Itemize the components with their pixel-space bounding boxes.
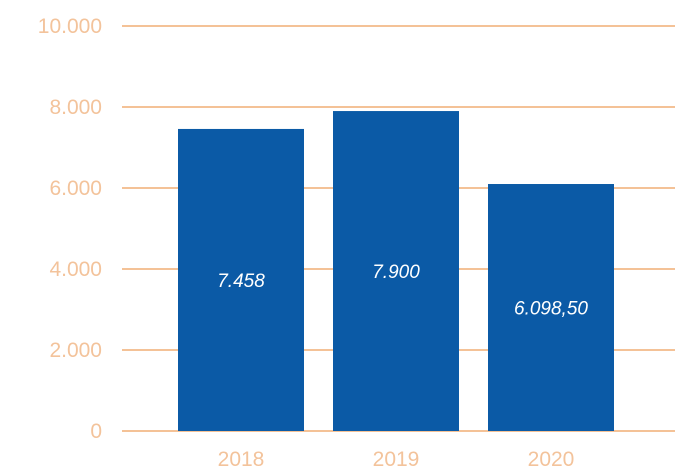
x-axis-tick-labels: 2018 2019 2020 bbox=[218, 448, 575, 471]
y-tick-label: 10.000 bbox=[38, 15, 102, 38]
y-tick-label: 6.000 bbox=[49, 177, 102, 200]
x-tick-label: 2020 bbox=[528, 448, 575, 471]
y-axis-tick-labels: 0 2.000 4.000 6.000 8.000 10.000 bbox=[38, 15, 102, 443]
bars bbox=[178, 111, 614, 432]
bar-2018 bbox=[178, 128, 304, 432]
data-labels: 7.458 7.900 6.098,50 bbox=[217, 262, 588, 319]
x-tick-label: 2019 bbox=[373, 448, 420, 471]
data-label: 7.458 bbox=[217, 271, 265, 292]
bar-2019 bbox=[333, 111, 459, 432]
y-tick-label: 8.000 bbox=[49, 96, 102, 119]
data-label: 6.098,50 bbox=[514, 299, 588, 320]
y-tick-label: 0 bbox=[90, 420, 102, 443]
data-label: 7.900 bbox=[372, 262, 420, 283]
y-tick-label: 4.000 bbox=[49, 258, 102, 281]
bar-2020 bbox=[488, 184, 614, 431]
x-tick-label: 2018 bbox=[218, 448, 265, 471]
y-tick-label: 2.000 bbox=[49, 339, 102, 362]
